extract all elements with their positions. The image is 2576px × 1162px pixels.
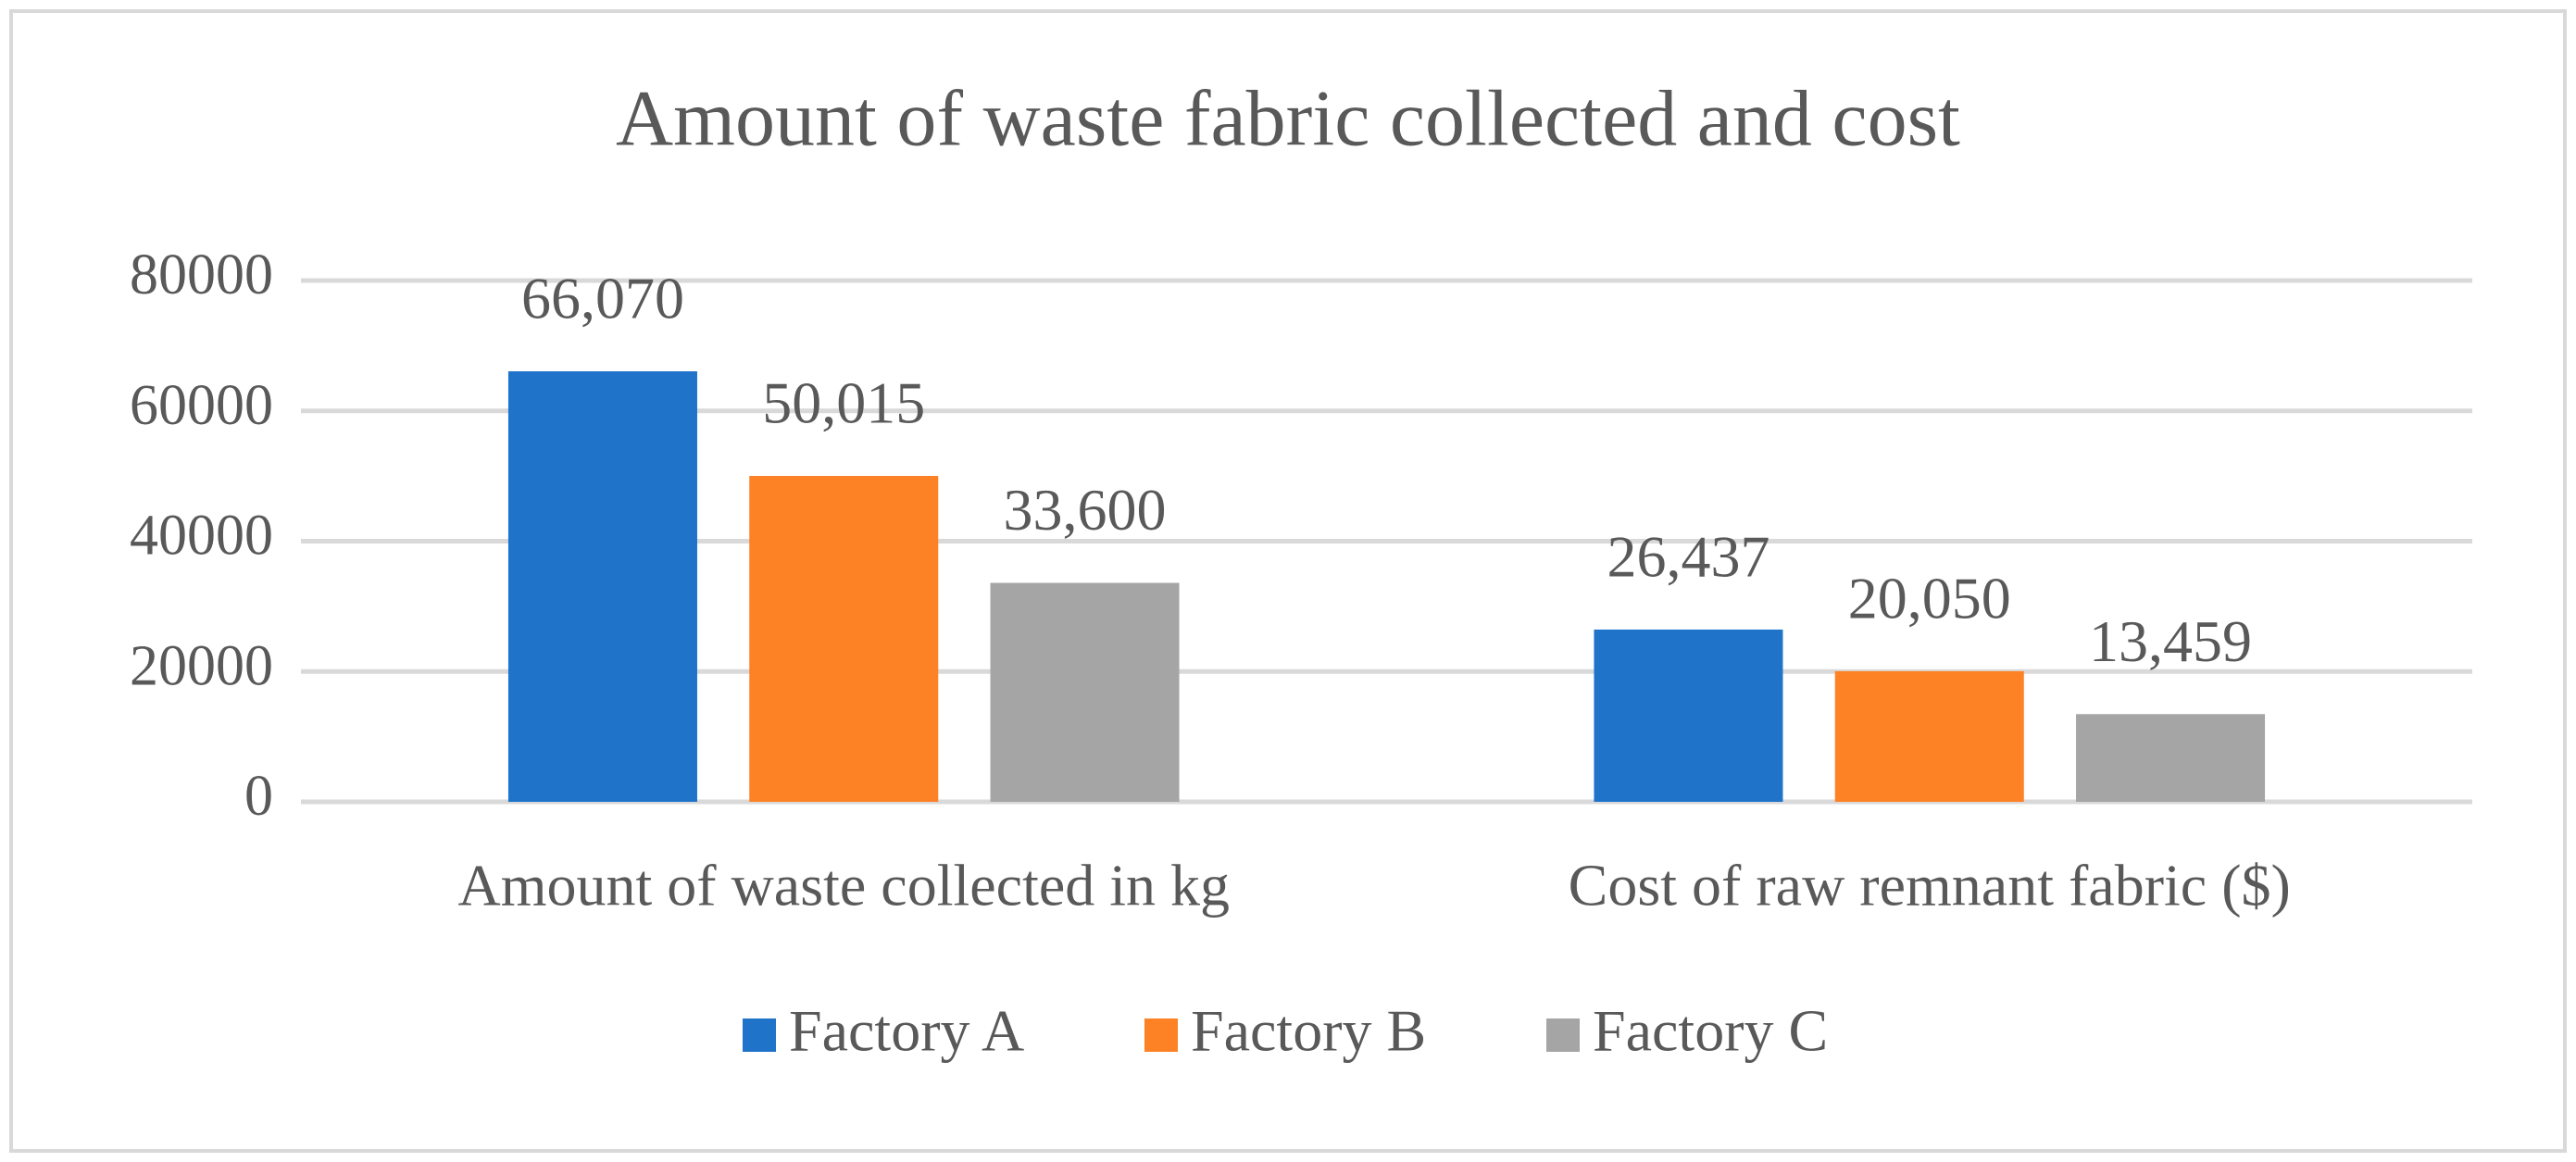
bar xyxy=(990,582,1180,802)
bar xyxy=(507,371,697,802)
legend-label: Factory A xyxy=(789,998,1024,1064)
data-label: 26,437 xyxy=(1607,524,1769,590)
data-label: 20,050 xyxy=(1848,566,2011,631)
y-tick-label: 40000 xyxy=(130,505,273,568)
y-tick-label: 60000 xyxy=(130,374,273,437)
x-tick-label: Cost of raw remnant fabric ($) xyxy=(1569,853,2291,918)
x-tick-label: Amount of waste collected in kg xyxy=(457,853,1230,918)
bar xyxy=(1594,629,1783,802)
data-label: 50,015 xyxy=(762,370,925,436)
bar xyxy=(1834,670,2024,802)
legend-label: Factory B xyxy=(1191,998,1426,1064)
legend-label: Factory C xyxy=(1593,998,1828,1064)
data-label: 13,459 xyxy=(2089,608,2252,674)
chart-title: Amount of waste fabric collected and cos… xyxy=(616,74,1960,163)
legend-swatch xyxy=(1144,1018,1178,1052)
chart-frame xyxy=(9,9,2567,1153)
y-tick-label: 80000 xyxy=(130,244,273,306)
y-tick-label: 20000 xyxy=(130,634,273,697)
legend-swatch xyxy=(743,1018,776,1052)
bar xyxy=(749,476,939,802)
legend-swatch xyxy=(1546,1018,1580,1052)
bar xyxy=(2076,714,2266,802)
data-label: 66,070 xyxy=(521,266,684,331)
y-tick-label: 0 xyxy=(244,765,273,828)
data-label: 33,600 xyxy=(1004,477,1167,543)
